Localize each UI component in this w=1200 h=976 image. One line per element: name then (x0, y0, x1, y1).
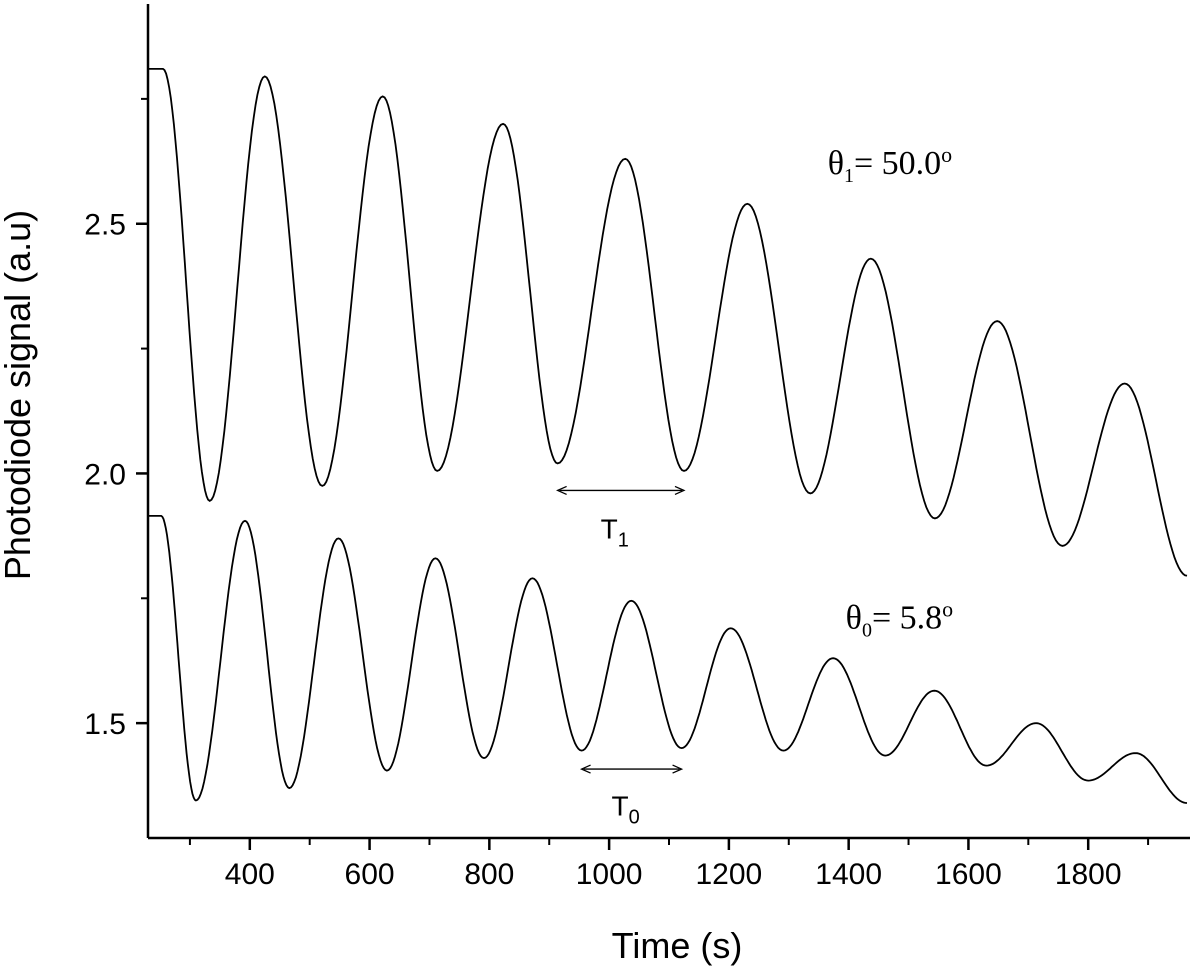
angle-label-theta1_label: θ1= 50.0o (828, 142, 952, 187)
period-label-T0: T0 (611, 791, 639, 829)
x-tick-label: 800 (464, 858, 514, 891)
arrow-head-right (672, 764, 684, 774)
y-axis-title: Photodiode signal (a.u) (0, 210, 38, 580)
y-tick-label: 1.5 (84, 708, 126, 741)
period-label-T1: T1 (601, 513, 629, 551)
series-line-theta1 (148, 68, 1188, 577)
angle-label-theta0_label: θ0= 5.8o (846, 596, 953, 641)
x-tick-label: 400 (225, 858, 275, 891)
series-line-theta0 (148, 515, 1188, 804)
arrow-head-left (556, 485, 567, 496)
x-tick-label: 1800 (1055, 858, 1122, 891)
x-tick-label: 600 (345, 858, 395, 891)
x-tick-label: 1000 (576, 858, 643, 891)
ticks: 400 600 800 1000 1200 1400 1600 1800 1.5 2.0 2.5 (84, 97, 1150, 891)
annotations: θ1= 50.0o θ0= 5.8o T1 T0 (556, 142, 953, 829)
y-tick-label: 2.5 (84, 209, 126, 242)
y-tick-label: 2.0 (84, 458, 126, 491)
series-layer (148, 68, 1188, 804)
x-axis-title: Time (s) (612, 925, 743, 966)
x-tick-label: 1200 (696, 858, 763, 891)
arrow-head-right (674, 485, 686, 496)
x-tick-label: 1400 (815, 858, 882, 891)
arrow-head-left (579, 764, 591, 774)
x-tick-label: 1600 (935, 858, 1002, 891)
